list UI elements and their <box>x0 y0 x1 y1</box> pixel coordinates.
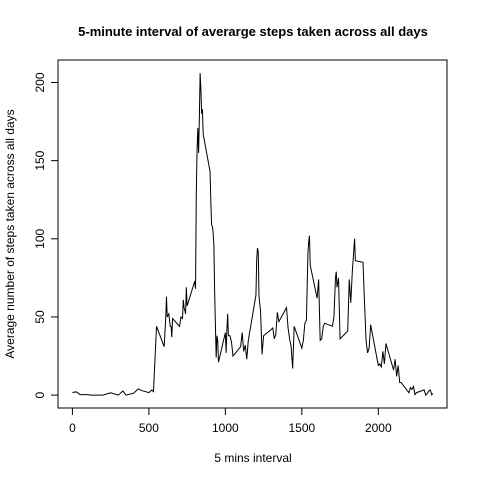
x-tick-label: 0 <box>69 421 76 435</box>
y-axis-label: Average number of steps taken across all… <box>3 109 17 358</box>
plot-box <box>57 59 448 409</box>
y-tick-label: 0 <box>33 391 47 398</box>
x-tick-label: 1000 <box>212 421 239 435</box>
y-tick-label: 50 <box>33 310 47 324</box>
x-tick-label: 500 <box>139 421 159 435</box>
chart-title: 5-minute interval of averarge steps take… <box>78 24 428 39</box>
x-tick-label: 2000 <box>365 421 392 435</box>
y-tick-label: 200 <box>33 72 47 92</box>
data-line <box>72 73 434 397</box>
y-tick-label: 100 <box>33 228 47 248</box>
x-axis-label: 5 mins interval <box>214 451 291 465</box>
y-tick-label: 150 <box>33 150 47 170</box>
x-tick-label: 1500 <box>288 421 315 435</box>
